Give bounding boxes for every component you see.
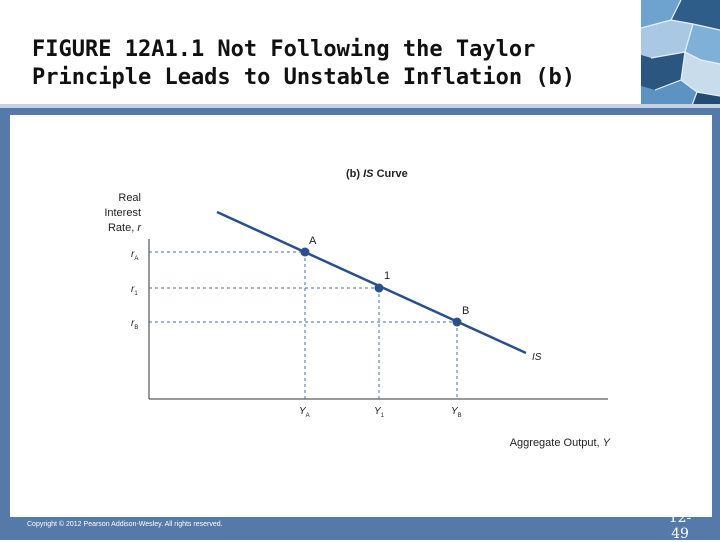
y-axis-label-line-3: Rate, r xyxy=(108,222,142,234)
title-line-1: FIGURE 12A1.1 Not Following the Taylor xyxy=(32,37,536,62)
y-axis-label-line-1: Real xyxy=(118,192,141,204)
slide-number-line-2: 49 xyxy=(671,526,689,542)
slide-number-line-1: 12- xyxy=(668,510,692,526)
y-tick-ra: rA xyxy=(131,249,138,262)
is-curve-label: IS xyxy=(532,352,542,363)
is-curve-diagram: (b) IS Curve Real Interest Rate, r IS A … xyxy=(104,168,611,449)
x-axis-label: Aggregate Output, Y xyxy=(510,437,611,449)
x-tick-yb-main: Y xyxy=(451,406,459,417)
point-1 xyxy=(374,283,384,293)
decorative-mosaic-image xyxy=(641,0,720,108)
x-tick-y1-main: Y xyxy=(374,406,382,417)
x-tick-ya-sub: A xyxy=(306,413,310,419)
y-tick-ra-sub: A xyxy=(134,256,138,262)
y-tick-ra-main: r xyxy=(131,249,135,260)
slide-title: FIGURE 12A1.1 Not Following the Taylor Pr… xyxy=(32,36,632,92)
y-tick-r1-sub: 1 xyxy=(134,291,138,297)
y-tick-rb-sub: B xyxy=(134,325,138,331)
y-tick-r1: r1 xyxy=(131,284,138,297)
point-b xyxy=(452,317,462,327)
panel-title-suffix: Curve xyxy=(374,168,408,180)
x-tick-y1-sub: 1 xyxy=(381,413,385,419)
point-a-label: A xyxy=(309,235,317,247)
y-axis-label-line-2: Interest xyxy=(104,207,141,219)
point-1-label: 1 xyxy=(384,270,390,282)
is-curve-line xyxy=(216,210,527,355)
y-tick-rb-main: r xyxy=(131,318,135,329)
x-tick-ya: YA xyxy=(299,406,310,419)
y-axis-label-var: r xyxy=(137,222,142,234)
panel-title-emph: IS xyxy=(363,168,374,180)
panel-title-prefix: (b) xyxy=(346,168,363,180)
point-a xyxy=(300,247,310,257)
figure-panel: (b) IS Curve Real Interest Rate, r IS A … xyxy=(10,115,712,517)
x-tick-y1: Y1 xyxy=(374,406,385,419)
y-tick-r1-main: r xyxy=(131,284,135,295)
x-tick-ya-main: Y xyxy=(299,406,307,417)
y-axis-label-rate: Rate, xyxy=(108,222,137,234)
title-line-2: Principle Leads to Unstable Inflation (b… xyxy=(32,65,576,90)
x-axis-label-var: Y xyxy=(603,437,611,449)
copyright-notice: Copyright © 2012 Pearson Addison-Wesley.… xyxy=(27,521,223,528)
title-divider xyxy=(0,104,720,108)
x-tick-yb: YB xyxy=(451,406,462,419)
y-tick-rb: rB xyxy=(131,318,138,331)
panel-title: (b) IS Curve xyxy=(346,168,408,180)
slide-number: 12- 49 xyxy=(660,510,700,542)
x-tick-yb-sub: B xyxy=(458,413,462,419)
x-axis-label-text: Aggregate Output, xyxy=(510,437,603,449)
point-b-label: B xyxy=(462,305,469,317)
